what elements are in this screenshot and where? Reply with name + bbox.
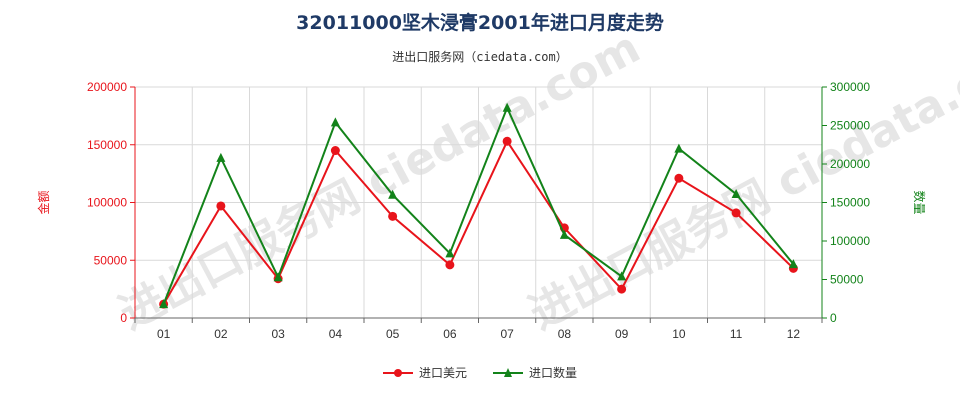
x-tick-label: 11 [730, 327, 743, 341]
y-left-tick-label: 200000 [87, 80, 127, 94]
y-right-tick-label: 150000 [830, 196, 870, 210]
point-qty-02 [216, 152, 226, 162]
x-tick-label: 02 [214, 327, 228, 341]
legend-label-usd: 进口美元 [418, 366, 467, 380]
x-tick-label: 06 [443, 327, 457, 341]
point-qty-09 [617, 271, 627, 281]
chart-subtitle: 进出口服务网（ciedata.com） [392, 50, 568, 64]
y-right-axis-title: 数量 [912, 190, 927, 214]
y-left-tick-label: 100000 [87, 196, 127, 210]
x-tick-label: 04 [329, 327, 343, 341]
y-right-tick-label: 300000 [830, 80, 870, 94]
point-qty-12 [788, 259, 798, 269]
point-qty-08 [559, 229, 569, 239]
point-usd-04 [330, 146, 340, 156]
legend: 进口美元 进口数量 [0, 364, 960, 381]
legend-swatch-qty [493, 367, 523, 378]
y-right-tick-label: 250000 [830, 119, 870, 133]
point-qty-05 [388, 189, 398, 199]
series-line-usd [162, 139, 795, 305]
y-left-axis-title: 金额 [36, 190, 51, 214]
x-tick-label: 03 [271, 327, 285, 341]
point-usd-05 [388, 211, 398, 221]
x-tick-label: 05 [386, 327, 400, 341]
point-qty-07 [502, 102, 512, 112]
point-qty-01 [159, 299, 169, 309]
legend-item-qty[interactable]: 进口数量 [493, 364, 577, 381]
y-right-tick-label: 100000 [830, 234, 870, 248]
y-right-tick-label: 50000 [830, 273, 864, 287]
point-usd-06 [445, 260, 455, 270]
point-qty-04 [330, 117, 340, 127]
point-usd-11 [731, 208, 741, 218]
series-line-qty [162, 105, 795, 305]
x-tick-label: 10 [672, 327, 686, 341]
point-qty-11 [731, 189, 741, 199]
point-usd-07 [502, 136, 512, 146]
x-tick-label: 08 [558, 327, 572, 341]
point-qty-03 [273, 272, 283, 282]
point-usd-02 [216, 201, 226, 211]
y-left-tick-label: 50000 [94, 253, 128, 267]
x-tick-label: 09 [615, 327, 629, 341]
legend-label-qty: 进口数量 [529, 366, 578, 380]
x-tick-label: 01 [157, 327, 171, 341]
y-right-tick-label: 0 [830, 311, 837, 325]
y-left-tick-label: 0 [120, 311, 127, 325]
legend-item-usd[interactable]: 进口美元 [382, 364, 467, 381]
x-tick-label: 07 [500, 327, 514, 341]
point-qty-10 [674, 143, 684, 153]
point-usd-09 [617, 284, 627, 294]
y-right-tick-label: 200000 [830, 157, 870, 171]
x-tick-label: 12 [787, 327, 801, 341]
y-left-tick-label: 150000 [87, 138, 127, 152]
point-qty-06 [445, 248, 455, 258]
point-usd-10 [674, 173, 684, 183]
chart-title: 32011000坚木浸膏2001年进口月度走势 [296, 12, 664, 34]
legend-swatch-usd [382, 368, 413, 378]
